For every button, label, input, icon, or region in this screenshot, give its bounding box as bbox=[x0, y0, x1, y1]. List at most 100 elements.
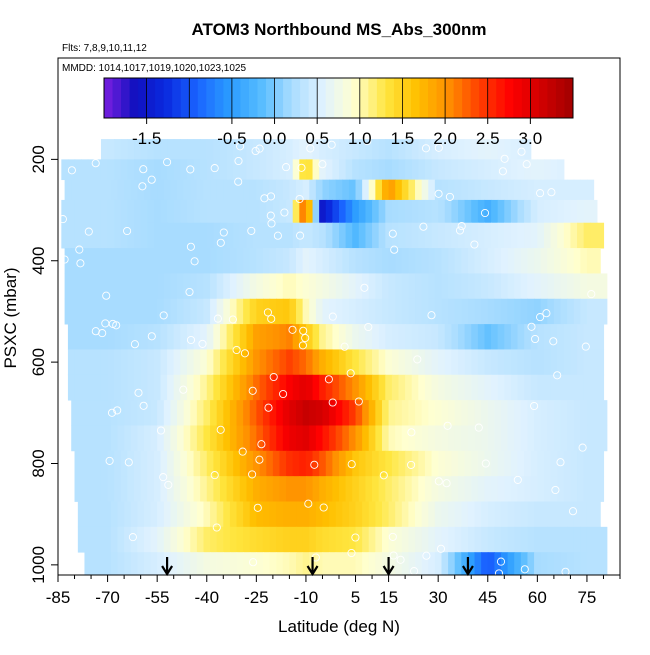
heatmap-cell bbox=[107, 374, 115, 401]
heatmap-cell bbox=[210, 273, 218, 300]
heatmap-cell bbox=[296, 179, 304, 201]
heatmap-cell bbox=[67, 199, 76, 224]
heatmap-cell bbox=[223, 400, 231, 426]
data-marker bbox=[212, 523, 221, 532]
heatmap-cell bbox=[110, 526, 119, 553]
heatmap-cell bbox=[458, 476, 466, 502]
heatmap-cell bbox=[107, 324, 115, 350]
heatmap-cell bbox=[81, 349, 89, 376]
data-marker bbox=[434, 143, 443, 152]
heatmap-cell bbox=[421, 400, 429, 426]
heatmap-cell bbox=[583, 349, 591, 376]
heatmap-cell bbox=[560, 400, 568, 426]
heatmap-cell bbox=[143, 425, 152, 452]
heatmap-cell bbox=[153, 222, 162, 249]
colorbar-swatch bbox=[428, 78, 438, 118]
heatmap-cell bbox=[491, 349, 499, 376]
heatmap-cell bbox=[391, 159, 400, 181]
heatmap-cell bbox=[180, 450, 188, 477]
heatmap-cell bbox=[388, 526, 396, 553]
heatmap-cell bbox=[276, 400, 284, 426]
heatmap-cell bbox=[292, 374, 300, 401]
heatmap-cell bbox=[415, 552, 423, 576]
heatmap-cell bbox=[322, 501, 330, 528]
heatmap-cell bbox=[160, 349, 168, 376]
heatmap-cell bbox=[441, 400, 449, 426]
heatmap-cell bbox=[193, 349, 201, 376]
heatmap-cell bbox=[381, 400, 390, 426]
heatmap-cell bbox=[547, 425, 555, 452]
heatmap-cell bbox=[477, 222, 486, 249]
heatmap-cell bbox=[81, 476, 89, 502]
heatmap-cell bbox=[385, 222, 393, 249]
heatmap-cell bbox=[206, 139, 214, 160]
heatmap-cell bbox=[434, 526, 443, 553]
heatmap-cell bbox=[415, 273, 423, 300]
heatmap-cell bbox=[345, 324, 353, 350]
heatmap-cell bbox=[368, 400, 376, 426]
heatmap-cell bbox=[500, 298, 509, 325]
heatmap-cell bbox=[177, 552, 185, 576]
colorbar-swatch bbox=[555, 78, 565, 118]
heatmap-cell bbox=[424, 450, 433, 477]
heatmap-cell bbox=[130, 273, 138, 300]
heatmap-cell bbox=[97, 526, 105, 553]
heatmap-cell bbox=[81, 374, 89, 401]
data-marker bbox=[347, 548, 356, 558]
heatmap-row bbox=[77, 526, 608, 553]
x-tick-label: -10 bbox=[294, 588, 319, 607]
heatmap-cell bbox=[467, 298, 476, 325]
heatmap-cell bbox=[372, 139, 380, 160]
heatmap-cell bbox=[368, 248, 376, 274]
heatmap-cell bbox=[530, 349, 538, 376]
heatmap-cell bbox=[352, 324, 360, 350]
heatmap-cell bbox=[600, 298, 608, 325]
heatmap-cell bbox=[305, 222, 314, 249]
heatmap-cell bbox=[504, 349, 512, 376]
heatmap-cell bbox=[464, 199, 472, 224]
heatmap-cell bbox=[517, 222, 525, 249]
colorbar-swatch bbox=[172, 78, 182, 118]
heatmap-cell bbox=[553, 273, 562, 300]
data-marker bbox=[282, 163, 291, 172]
heatmap-cell bbox=[226, 139, 234, 160]
heatmap-cell bbox=[577, 199, 585, 224]
heatmap-cell bbox=[557, 159, 565, 181]
heatmap-cell bbox=[305, 199, 314, 224]
heatmap-cell bbox=[160, 324, 168, 350]
heatmap-cell bbox=[481, 179, 489, 201]
heatmap-cell bbox=[560, 179, 568, 201]
heatmap-cell bbox=[196, 273, 205, 300]
colorbar-frame bbox=[103, 77, 574, 119]
heatmap-cell bbox=[600, 273, 608, 300]
heatmap-cell bbox=[84, 501, 92, 528]
heatmap-cell bbox=[319, 159, 327, 181]
heatmap-cell bbox=[464, 139, 472, 160]
data-marker bbox=[360, 283, 369, 292]
heatmap-cell bbox=[256, 501, 264, 528]
heatmap-cell bbox=[504, 476, 512, 502]
heatmap-cell bbox=[362, 552, 370, 576]
heatmap-cell bbox=[249, 298, 257, 325]
heatmap-cell bbox=[150, 179, 158, 201]
heatmap-cell bbox=[120, 139, 129, 160]
heatmap-cell bbox=[203, 273, 211, 300]
heatmap-cell bbox=[100, 476, 109, 502]
heatmap-cell bbox=[325, 139, 333, 160]
heatmap-cell bbox=[418, 324, 426, 350]
heatmap-cell bbox=[213, 324, 221, 350]
x-tick-label: -85 bbox=[46, 588, 71, 607]
heatmap-cell bbox=[381, 552, 390, 576]
heatmap-cell bbox=[444, 476, 452, 502]
heatmap-cell bbox=[147, 199, 155, 224]
data-marker bbox=[496, 557, 506, 566]
heatmap-cell bbox=[348, 273, 357, 300]
heatmap-cell bbox=[150, 273, 158, 300]
heatmap-cell bbox=[153, 349, 162, 376]
heatmap-cell bbox=[497, 139, 505, 160]
data-marker bbox=[84, 227, 93, 236]
colorbar-swatch bbox=[214, 78, 224, 118]
heatmap-cell bbox=[375, 552, 383, 576]
heatmap-cell bbox=[471, 324, 479, 350]
heatmap-cell bbox=[573, 179, 581, 201]
